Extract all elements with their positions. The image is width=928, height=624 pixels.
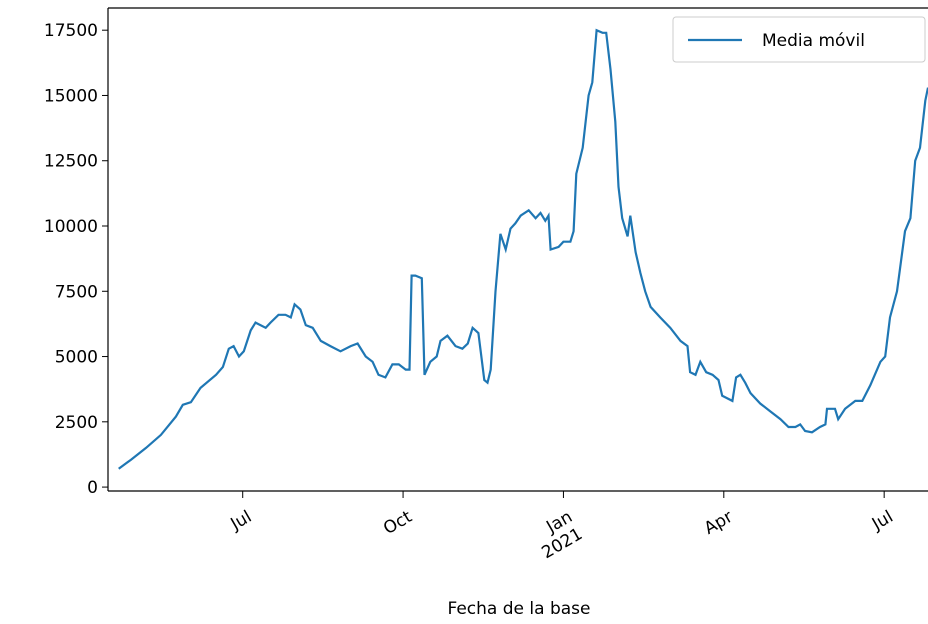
- y-tick-label: 5000: [55, 348, 98, 368]
- x-axis-label: Fecha de la base: [448, 599, 591, 619]
- x-tick-label: Jul: [868, 507, 897, 535]
- y-tick-label: 7500: [55, 282, 98, 302]
- y-tick-label: 10000: [44, 217, 98, 237]
- legend-box: [672, 16, 926, 63]
- x-tick-label: Jul: [227, 507, 256, 535]
- y-tick-label: 12500: [44, 152, 98, 172]
- legend-label: Media móvil: [762, 31, 865, 51]
- x-tick-label: Apr: [701, 507, 736, 539]
- x-tick-label: Jan2021: [528, 507, 585, 563]
- y-tick-label: 2500: [55, 413, 98, 433]
- y-tick-label: 17500: [44, 21, 98, 41]
- x-tick-label: Oct: [380, 507, 416, 539]
- y-tick-label: 0: [87, 478, 98, 498]
- data-line: [118, 28, 928, 470]
- y-tick-label: 15000: [44, 86, 98, 106]
